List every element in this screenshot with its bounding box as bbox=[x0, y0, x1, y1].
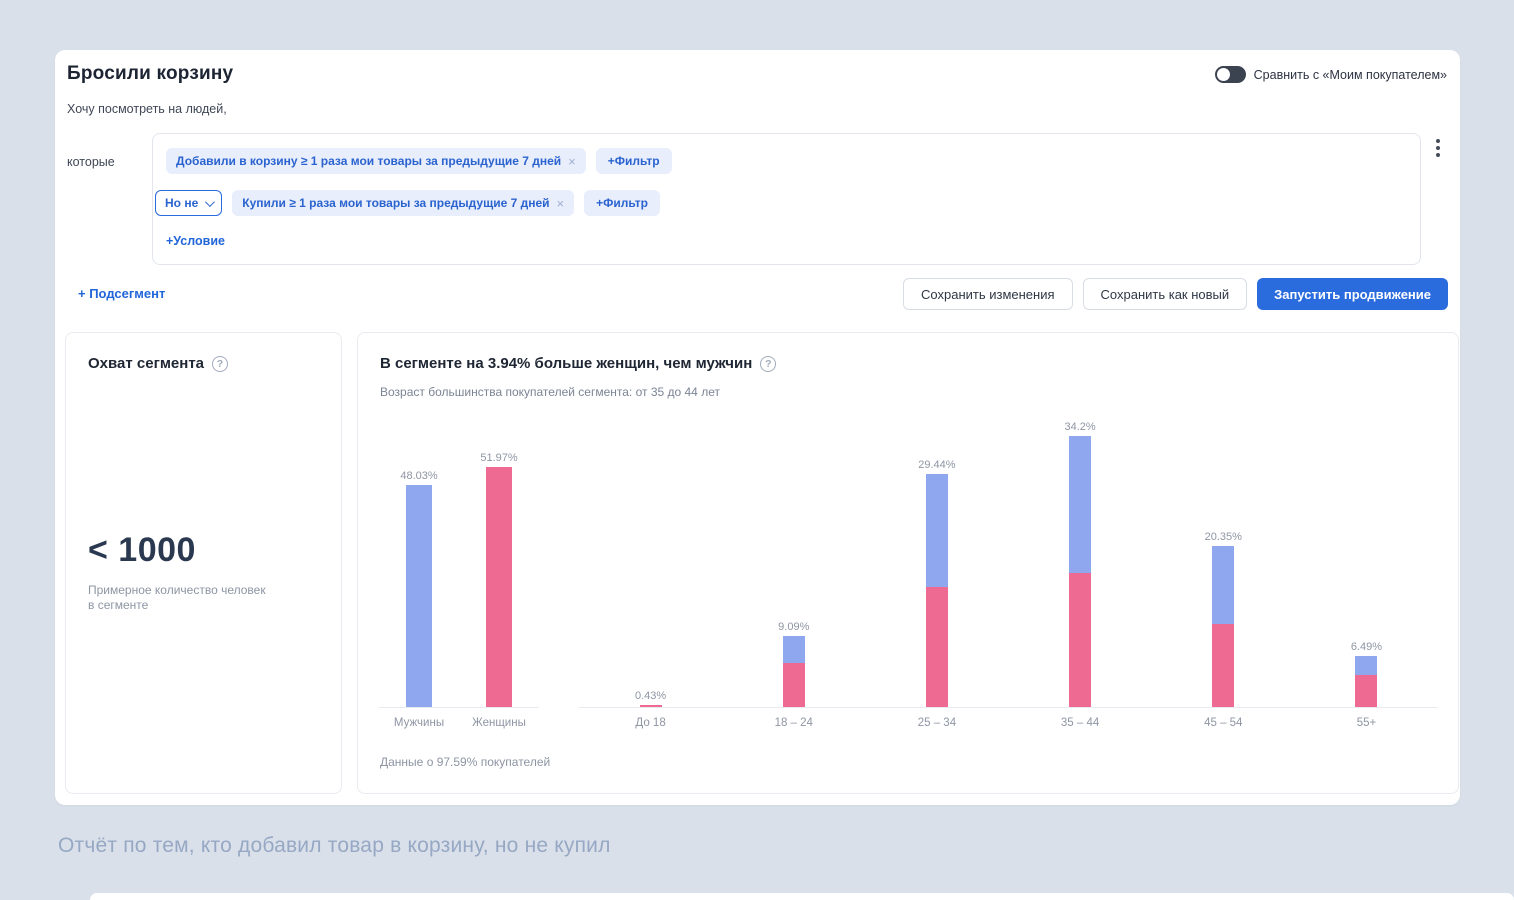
bar bbox=[1212, 546, 1235, 708]
bar-value-label: 51.97% bbox=[480, 452, 518, 464]
bar-segment bbox=[486, 467, 512, 708]
reach-card-title: Охват сегмента bbox=[88, 355, 205, 372]
operator-select-label: Но не bbox=[165, 196, 199, 210]
bar-value-label: 0.43% bbox=[634, 689, 667, 702]
bar-category-label: 18 – 24 bbox=[774, 717, 813, 729]
bar-segment bbox=[925, 587, 948, 708]
reach-description-line: Примерное количество человек bbox=[88, 583, 266, 597]
bar-value-label: 6.49% bbox=[1350, 641, 1383, 654]
caption-text: Отчёт по тем, кто добавил товар в корзин… bbox=[58, 834, 611, 857]
kebab-dot-icon bbox=[1436, 146, 1440, 150]
add-filter-button[interactable]: +Фильтр bbox=[584, 190, 660, 216]
bar bbox=[639, 704, 662, 708]
bar-category-label: 55+ bbox=[1356, 717, 1377, 729]
bar-segment bbox=[1069, 572, 1092, 708]
bar bbox=[406, 485, 432, 708]
save-changes-button[interactable]: Сохранить изменения bbox=[903, 278, 1073, 310]
gender-section: 48.03% Мужчины 51.97% Женщины bbox=[379, 416, 539, 738]
save-as-new-button[interactable]: Сохранить как новый bbox=[1082, 278, 1248, 310]
page-title: Бросили корзину bbox=[67, 63, 234, 84]
add-subsegment-link[interactable]: + Подсегмент bbox=[78, 286, 166, 301]
bar bbox=[1355, 656, 1378, 708]
reach-card: Охват сегмента < 1000 Примерное количест… bbox=[65, 332, 342, 794]
help-icon[interactable] bbox=[212, 355, 229, 372]
reach-description: Примерное количество человек в сегменте bbox=[88, 583, 266, 613]
toggle-knob-icon bbox=[1216, 68, 1230, 81]
builder-intro-text: Хочу посмотреть на людей, bbox=[67, 102, 227, 116]
chart-footnote: Данные о 97.59% покупателей bbox=[380, 755, 551, 769]
condition-row: Но не Купили ≥ 1 раза мои товары за пред… bbox=[155, 190, 1406, 216]
bar-segment bbox=[1212, 624, 1235, 708]
help-icon[interactable] bbox=[760, 355, 777, 372]
condition-chip[interactable]: Купили ≥ 1 раза мои товары за предыдущие… bbox=[232, 190, 575, 216]
condition-chip-label: Добавили в корзину ≥ 1 раза мои товары з… bbox=[176, 154, 562, 168]
builder-who-label: которые bbox=[67, 155, 115, 169]
bar-category-label: Мужчины bbox=[393, 717, 445, 729]
bar-segment bbox=[1069, 436, 1092, 573]
bar-column: 34.2% 35 – 44 bbox=[1009, 416, 1152, 738]
bar-segment bbox=[1355, 656, 1378, 675]
launch-promotion-button[interactable]: Запустить продвижение bbox=[1257, 278, 1448, 310]
bar-column: 51.97% Женщины bbox=[459, 416, 539, 738]
bar-category-label: 45 – 54 bbox=[1204, 717, 1243, 729]
kebab-dot-icon bbox=[1436, 139, 1440, 143]
chart-card: В сегменте на 3.94% больше женщин, чем м… bbox=[357, 332, 1459, 794]
compare-toggle-label: Сравнить с «Моим покупателем» bbox=[1253, 67, 1447, 82]
reach-description-line: в сегменте bbox=[88, 598, 149, 612]
add-filter-button[interactable]: +Фильтр bbox=[595, 148, 672, 174]
bar-value-label: 20.35% bbox=[1204, 531, 1242, 544]
age-gender-chart: 48.03% Мужчины 51.97% Женщины 0.43% До 18 9.0… bbox=[379, 416, 1438, 738]
age-section: 0.43% До 18 9.09% 18 – 24 29.44% 25 – 34 34.2%… bbox=[579, 416, 1438, 738]
bar-segment bbox=[925, 473, 948, 588]
chevron-down-icon bbox=[205, 196, 216, 207]
chart-card-title: В сегменте на 3.94% больше женщин, чем м… bbox=[380, 355, 753, 372]
chart-card-head: В сегменте на 3.94% больше женщин, чем м… bbox=[380, 355, 777, 372]
bar bbox=[925, 473, 948, 708]
bar-segment bbox=[782, 635, 805, 664]
bar bbox=[486, 467, 512, 708]
compare-toggle[interactable] bbox=[1214, 66, 1246, 83]
more-options-button[interactable] bbox=[1432, 137, 1444, 159]
condition-chip[interactable]: Добавили в корзину ≥ 1 раза мои товары з… bbox=[166, 148, 586, 174]
bar-segment bbox=[1355, 675, 1378, 708]
bar-column: 6.49% 55+ bbox=[1295, 416, 1438, 738]
compare-toggle-row: Сравнить с «Моим покупателем» bbox=[1214, 66, 1447, 83]
bar-category-label: 25 – 34 bbox=[917, 717, 957, 729]
chip-close-icon[interactable]: × bbox=[568, 153, 576, 169]
chart-subtitle: Возраст большинства покупателей сегмента… bbox=[380, 385, 720, 399]
bar-value-label: 9.09% bbox=[778, 620, 810, 633]
reach-card-head: Охват сегмента bbox=[88, 355, 229, 372]
segment-panel: Бросили корзину Сравнить с «Моим покупат… bbox=[55, 50, 1460, 805]
chip-close-icon[interactable]: × bbox=[556, 195, 565, 211]
reach-value: < 1000 bbox=[88, 531, 196, 569]
bar-value-label: 34.2% bbox=[1064, 421, 1096, 434]
kebab-dot-icon bbox=[1436, 153, 1440, 157]
condition-box: Добавили в корзину ≥ 1 раза мои товары з… bbox=[152, 133, 1421, 265]
bar-category-label: До 18 bbox=[635, 717, 666, 729]
bar-column: 48.03% Мужчины bbox=[379, 416, 459, 738]
bar-category-label: Женщины bbox=[472, 717, 526, 729]
bar-segment bbox=[639, 704, 662, 708]
bar-column: 0.43% До 18 bbox=[579, 416, 722, 738]
bar bbox=[782, 635, 805, 708]
bar-column: 9.09% 18 – 24 bbox=[722, 416, 865, 738]
condition-chip-label: Купили ≥ 1 раза мои товары за предыдущие… bbox=[242, 196, 550, 210]
bar-value-label: 29.44% bbox=[918, 458, 956, 471]
next-card-edge bbox=[90, 893, 1514, 900]
bar-value-label: 48.03% bbox=[400, 470, 438, 483]
bar bbox=[1069, 436, 1092, 708]
bar-segment bbox=[406, 485, 432, 708]
bar-column: 29.44% 25 – 34 bbox=[865, 416, 1008, 738]
bar-column: 20.35% 45 – 54 bbox=[1152, 416, 1295, 738]
operator-select[interactable]: Но не bbox=[155, 190, 223, 216]
actions-buttons: Сохранить изменения Сохранить как новый … bbox=[903, 278, 1448, 310]
bar-category-label: 35 – 44 bbox=[1060, 717, 1100, 729]
condition-row: Добавили в корзину ≥ 1 раза мои товары з… bbox=[166, 148, 1406, 174]
bar-segment bbox=[782, 663, 805, 708]
add-condition-link[interactable]: +Условие bbox=[166, 234, 225, 248]
bar-segment bbox=[1212, 546, 1235, 625]
